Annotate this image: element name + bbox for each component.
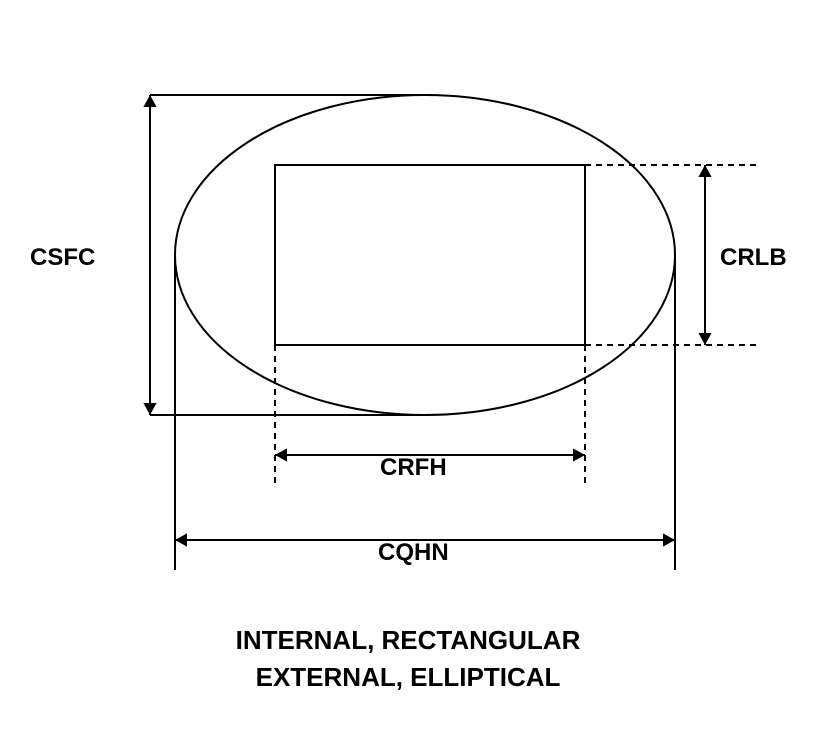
caption-line-1: INTERNAL, RECTANGULAR: [0, 625, 816, 656]
dimension-diagram: CSFC CRLB CRFH CQHN: [0, 0, 816, 732]
caption-line-2: EXTERNAL, ELLIPTICAL: [0, 662, 816, 693]
svg-text:CRFH: CRFH: [380, 454, 447, 481]
svg-text:CQHN: CQHN: [378, 539, 449, 566]
rect-internal: [275, 165, 585, 345]
svg-text:CRLB: CRLB: [720, 244, 787, 271]
ellipse-external: [175, 95, 675, 415]
svg-text:CSFC: CSFC: [30, 244, 95, 271]
